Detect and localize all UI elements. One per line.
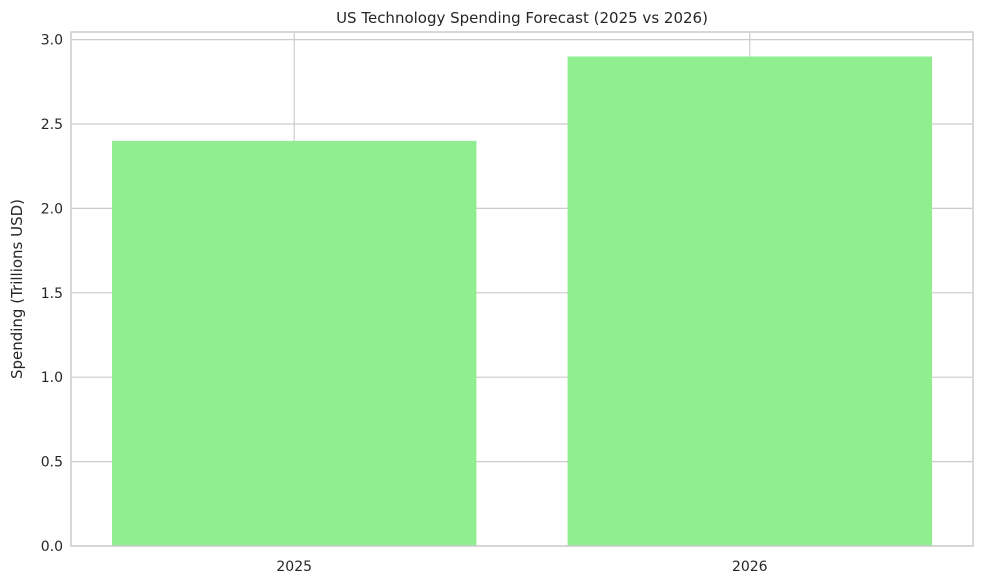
y-tick-label: 0.5 [41, 455, 63, 471]
plot-frame [70, 31, 974, 547]
x-tick-label: 2026 [732, 559, 768, 575]
bar-2026 [567, 56, 932, 546]
y-tick-label: 1.5 [41, 286, 63, 302]
y-tick-label: 0.0 [41, 539, 63, 555]
y-tick-label: 2.5 [41, 117, 63, 133]
y-tick-label: 1.0 [41, 370, 63, 386]
y-tick-label: 2.0 [41, 201, 63, 217]
x-tick-labels: 2025 2026 [276, 559, 767, 575]
chart-title: US Technology Spending Forecast (2025 vs… [336, 9, 708, 27]
bars [112, 56, 932, 547]
y-axis-label: Spending (Trillions USD) [8, 199, 26, 379]
bar-2025 [112, 140, 477, 547]
y-tick-labels: 0.0 0.5 1.0 1.5 2.0 2.5 3.0 [41, 33, 63, 555]
x-tick-label: 2025 [276, 559, 312, 575]
y-tick-label: 3.0 [41, 33, 63, 49]
